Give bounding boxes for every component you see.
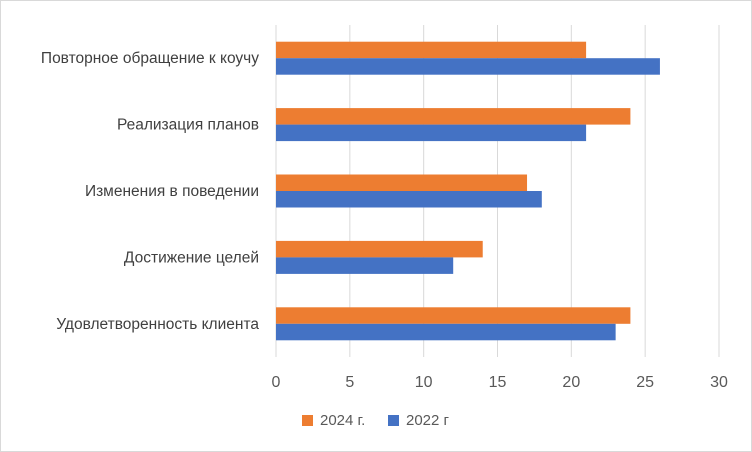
bar-series-2	[276, 323, 616, 341]
x-tick-label: 20	[562, 374, 580, 391]
category-label: Удовлетворенность клиента	[56, 316, 259, 333]
bar-series-1	[276, 307, 631, 324]
bar-series-1	[276, 174, 528, 191]
legend-label: 2022 г	[406, 412, 450, 429]
category-label: Достижение целей	[124, 249, 259, 266]
x-tick-label: 5	[345, 374, 354, 391]
category-label: Реализация планов	[117, 117, 259, 134]
bars	[276, 41, 660, 341]
x-tick-labels: 0 5 10 15 20 25 30	[272, 374, 728, 391]
x-tick-label: 25	[636, 374, 654, 391]
category-label: Изменения в поведении	[85, 183, 259, 200]
x-tick-label: 0	[272, 374, 281, 391]
legend-swatch	[302, 415, 313, 426]
bar-series-2	[276, 124, 587, 142]
bar-series-2	[276, 58, 660, 75]
legend: 2024 г. 2022 г	[302, 412, 450, 429]
bar-series-1	[276, 240, 483, 258]
x-tick-label: 10	[415, 374, 433, 391]
bar-series-1	[276, 41, 587, 59]
x-tick-label: 30	[710, 374, 728, 391]
category-label: Повторное обращение к коучу	[41, 50, 259, 67]
legend-label: 2024 г.	[320, 412, 365, 429]
bar-series-2	[276, 191, 542, 208]
bar-series-2	[276, 257, 454, 274]
bar-series-1	[276, 108, 631, 125]
legend-swatch	[388, 415, 399, 426]
x-tick-label: 15	[489, 374, 507, 391]
category-labels: Повторное обращение к коучу Реализация пл…	[41, 50, 259, 333]
